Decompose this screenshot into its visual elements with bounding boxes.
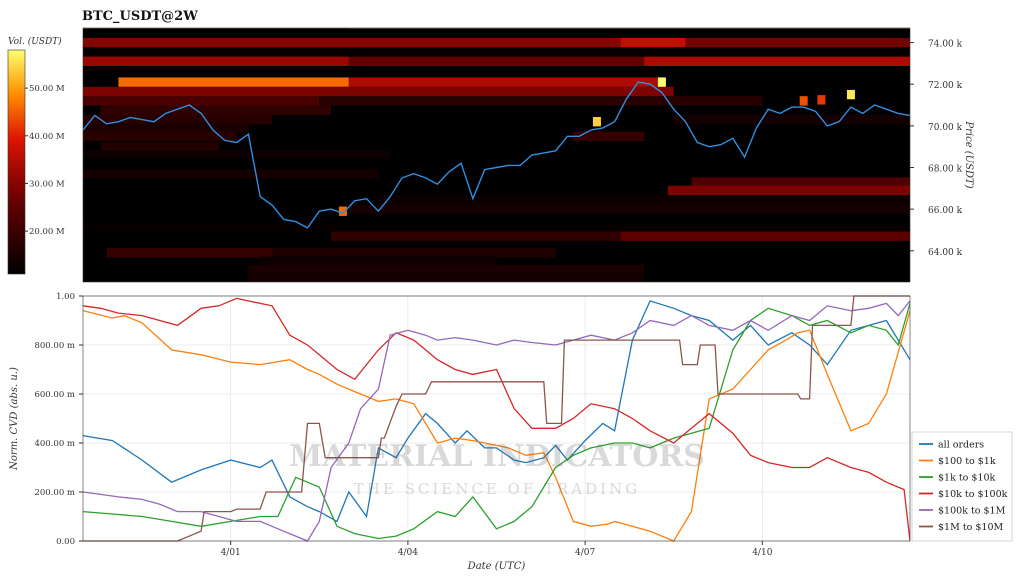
liquidity-band: [348, 77, 662, 87]
colorbar-label: Vol. (USDT): [8, 36, 62, 47]
price-tick-label: 68.00 k: [928, 164, 963, 174]
cvd-background: [83, 296, 910, 541]
colorbar-tick-label: 20.00 M: [29, 227, 65, 237]
liquidity-band: [573, 131, 645, 141]
price-axis-label: Price (USDT): [963, 120, 974, 188]
cvd-y-tick-label: 400.00 m: [34, 439, 75, 449]
x-tick-label: 4/07: [575, 548, 595, 558]
cvd-y-tick-label: 0.00: [56, 537, 75, 547]
liquidity-band: [118, 77, 349, 87]
liquidity-band: [83, 131, 237, 141]
legend-label: $1k to $10k: [938, 473, 996, 484]
liquidity-band: [378, 195, 910, 205]
legend-label: $1M to $10M: [938, 522, 1004, 533]
price-tick-label: 64.00 k: [928, 248, 963, 258]
series-line--1k-to-10k: [83, 303, 910, 540]
liquidity-hotspot: [338, 206, 347, 216]
liquidity-band: [100, 105, 332, 115]
price-tick-label: 70.00 k: [928, 123, 963, 133]
x-tick-label: 4/10: [752, 548, 772, 558]
liquidity-band: [331, 231, 621, 241]
liquidity-band: [83, 47, 910, 57]
liquidity-band: [83, 67, 910, 77]
liquidity-hotspot: [799, 96, 808, 106]
series-line--1m-to-10m: [83, 295, 910, 542]
series-line--100k-to-1m: [83, 300, 910, 542]
price-line: [83, 81, 910, 229]
liquidity-band: [620, 37, 686, 48]
liquidity-band: [83, 169, 379, 179]
liquidity-band: [620, 231, 910, 241]
liquidity-band: [272, 248, 556, 258]
liquidity-band: [83, 223, 910, 233]
liquidity-band: [83, 86, 674, 97]
cvd-frame: [82, 295, 911, 542]
watermark: MATERIAL INDICATORS THE SCIENCE OF TRADI…: [289, 439, 705, 498]
volume-colorbar: Vol. (USDT) 50.00 M 40.00 M 30.00 M 20.00 M: [7, 36, 65, 275]
colorbar-tick-label: 50.00 M: [29, 84, 65, 94]
price-tick-label: 72.00 k: [928, 81, 963, 91]
legend-label: $10k to $100k: [938, 489, 1008, 500]
legend-label: $100 to $1k: [938, 456, 996, 467]
heatmap-panel: 74.00 k 72.00 k 70.00 k 68.00 k 66.00 k 64.00…: [82, 27, 974, 283]
liquidity-hotspot: [846, 89, 855, 100]
liquidity-hotspot: [592, 117, 601, 127]
liquidity-band: [348, 56, 645, 66]
liquidity-band: [667, 185, 910, 196]
liquidity-band: [319, 96, 763, 106]
liquidity-band: [83, 96, 320, 106]
legend: all orders $100 to $1k $1k to $10k $10k to …: [911, 431, 1013, 542]
liquidity-hotspot: [817, 95, 826, 105]
liquidity-band: [106, 248, 273, 258]
y-axis-label: Norm. CVD (abs. u.): [9, 367, 20, 471]
watermark-title: MATERIAL INDICATORS: [289, 439, 705, 474]
liquidity-band: [348, 28, 910, 29]
liquidity-band: [100, 141, 219, 152]
watermark-subtitle: THE SCIENCE OF TRADING: [354, 480, 640, 498]
cvd-y-tick-label: 200.00 m: [34, 488, 75, 498]
legend-label: all orders: [938, 440, 984, 451]
x-axis-label: Date (UTC): [467, 561, 526, 572]
liquidity-band: [644, 56, 910, 66]
legend-label: $100k to $1M: [938, 506, 1006, 517]
liquidity-band: [685, 37, 910, 48]
liquidity-band: [83, 150, 391, 160]
x-tick-label: 4/04: [398, 548, 418, 558]
heatmap-bands: [83, 28, 910, 282]
liquidity-hotspot: [657, 77, 666, 87]
x-tick-label: 4/01: [221, 548, 241, 558]
liquidity-band: [348, 204, 910, 214]
chart-title: BTC_USDT@2W: [82, 9, 198, 24]
cvd-y-tick-label: 1.00: [56, 292, 75, 302]
liquidity-band: [248, 273, 645, 282]
liquidity-band: [83, 123, 249, 133]
series-line--10k-to-100k: [83, 297, 910, 542]
series-line--100-to-1k: [83, 310, 910, 542]
series-line-all-orders: [83, 300, 910, 523]
liquidity-band: [83, 114, 273, 125]
liquidity-band: [83, 158, 910, 169]
liquidity-band: [673, 114, 910, 125]
price-tick-label: 66.00 k: [928, 206, 963, 216]
colorbar-tick-label: 30.00 M: [29, 179, 65, 189]
cvd-panel: 0.00 200.00 m 400.00 m 600.00 m 800.00 m 1.00…: [9, 292, 911, 572]
cvd-y-tick-label: 600.00 m: [34, 390, 75, 400]
price-tick-label: 74.00 k: [928, 40, 963, 50]
liquidity-band: [83, 37, 621, 48]
colorbar-tick-label: 40.00 M: [29, 132, 65, 142]
liquidity-band: [83, 56, 349, 66]
liquidity-band: [248, 264, 645, 275]
cvd-lines: [83, 295, 910, 542]
cvd-y-tick-label: 800.00 m: [34, 341, 75, 351]
legend-box: [911, 431, 1013, 542]
colorbar-gradient: [7, 49, 26, 275]
heatmap-frame: [82, 27, 911, 283]
liquidity-band: [691, 177, 910, 187]
liquidity-band: [260, 256, 497, 266]
